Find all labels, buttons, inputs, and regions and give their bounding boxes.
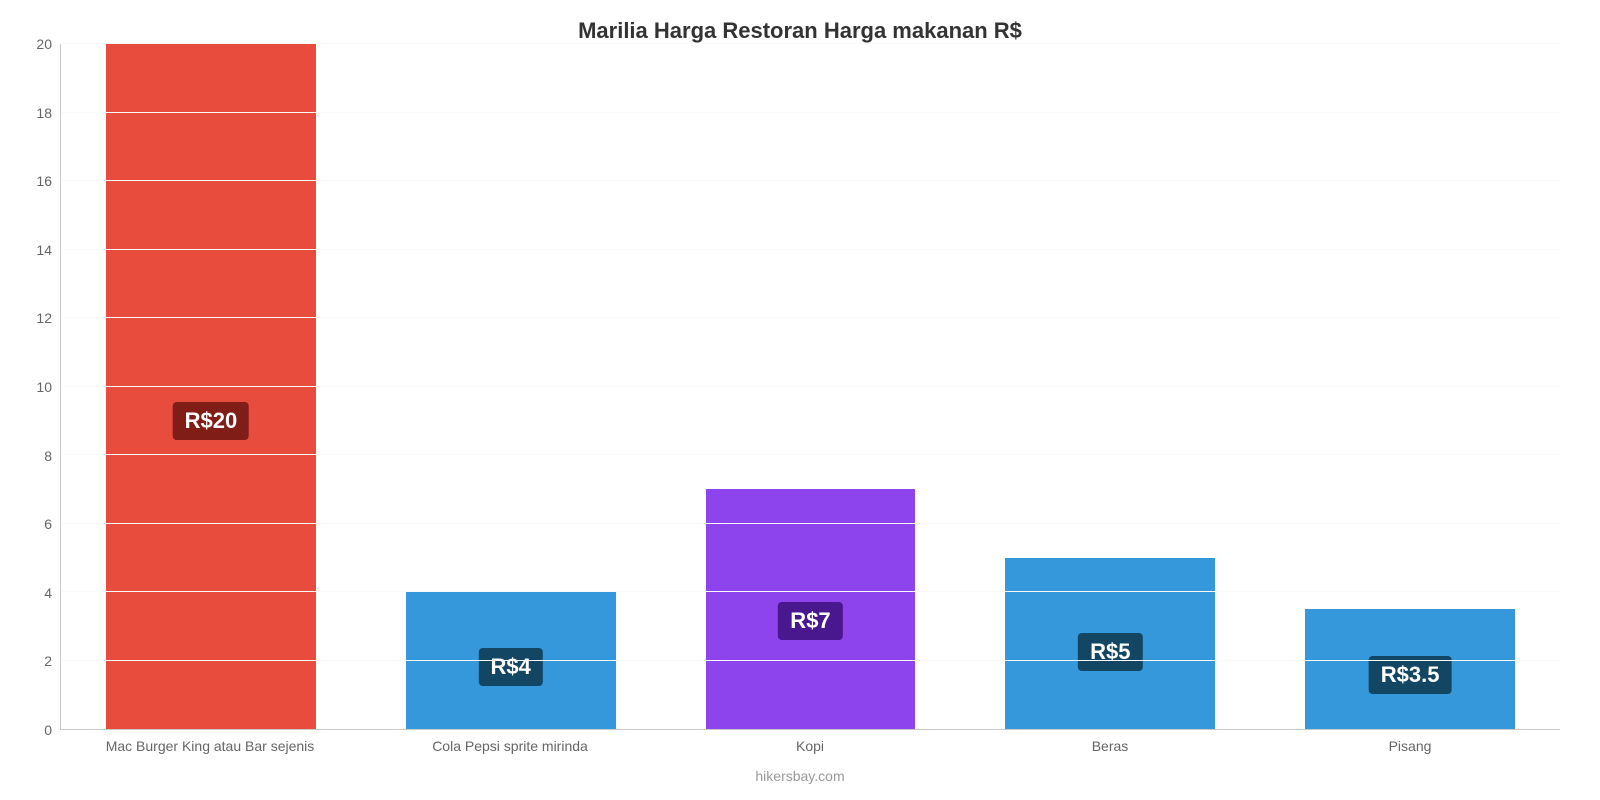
chart-title: Marilia Harga Restoran Harga makanan R$ (0, 0, 1600, 44)
bar-slot: R$5 (960, 44, 1260, 729)
gridline (61, 112, 1560, 113)
y-tick-label: 10 (36, 379, 52, 395)
bar-slot: R$7 (661, 44, 961, 729)
price-bar-chart: Marilia Harga Restoran Harga makanan R$ … (0, 0, 1600, 800)
y-tick-label: 4 (44, 585, 52, 601)
x-axis-label: Cola Pepsi sprite mirinda (360, 738, 660, 754)
value-badge: R$3.5 (1369, 656, 1452, 694)
bars-container: R$20 R$4 R$7 R$5 R$3.5 (61, 44, 1560, 729)
y-tick-label: 16 (36, 173, 52, 189)
y-tick-label: 2 (44, 653, 52, 669)
gridline (61, 180, 1560, 181)
bar: R$20 (106, 44, 316, 729)
gridline (61, 386, 1560, 387)
value-badge: R$20 (173, 402, 250, 440)
chart-footer: hikersbay.com (0, 754, 1600, 800)
value-badge: R$7 (778, 602, 842, 640)
y-tick-label: 12 (36, 310, 52, 326)
bar-slot: R$3.5 (1260, 44, 1560, 729)
plot-area: R$20 R$4 R$7 R$5 R$3.5 (60, 44, 1560, 730)
x-axis-label: Pisang (1260, 738, 1560, 754)
gridline (61, 454, 1560, 455)
x-axis-label: Beras (960, 738, 1260, 754)
bar: R$4 (406, 592, 616, 729)
bar-slot: R$4 (361, 44, 661, 729)
y-tick-label: 20 (36, 36, 52, 52)
bar: R$7 (706, 489, 916, 729)
bar: R$3.5 (1305, 609, 1515, 729)
y-tick-label: 0 (44, 722, 52, 738)
gridline (61, 317, 1560, 318)
plot-row: 02468101214161820 R$20R$4R$7R$5R$3.5 (0, 44, 1600, 730)
value-badge: R$4 (479, 648, 543, 686)
bar-slot: R$20 (61, 44, 361, 729)
y-tick-label: 14 (36, 242, 52, 258)
x-axis-label: Kopi (660, 738, 960, 754)
gridline (61, 249, 1560, 250)
y-tick-label: 18 (36, 105, 52, 121)
x-axis-labels: Mac Burger King atau Bar sejenisCola Pep… (0, 730, 1600, 754)
y-tick-label: 8 (44, 448, 52, 464)
x-axis-label: Mac Burger King atau Bar sejenis (60, 738, 360, 754)
bar: R$5 (1005, 558, 1215, 729)
y-axis: 02468101214161820 (10, 44, 60, 730)
gridline (61, 43, 1560, 44)
gridline (61, 591, 1560, 592)
value-badge: R$5 (1078, 633, 1142, 671)
gridline (61, 660, 1560, 661)
y-tick-label: 6 (44, 516, 52, 532)
gridline (61, 523, 1560, 524)
